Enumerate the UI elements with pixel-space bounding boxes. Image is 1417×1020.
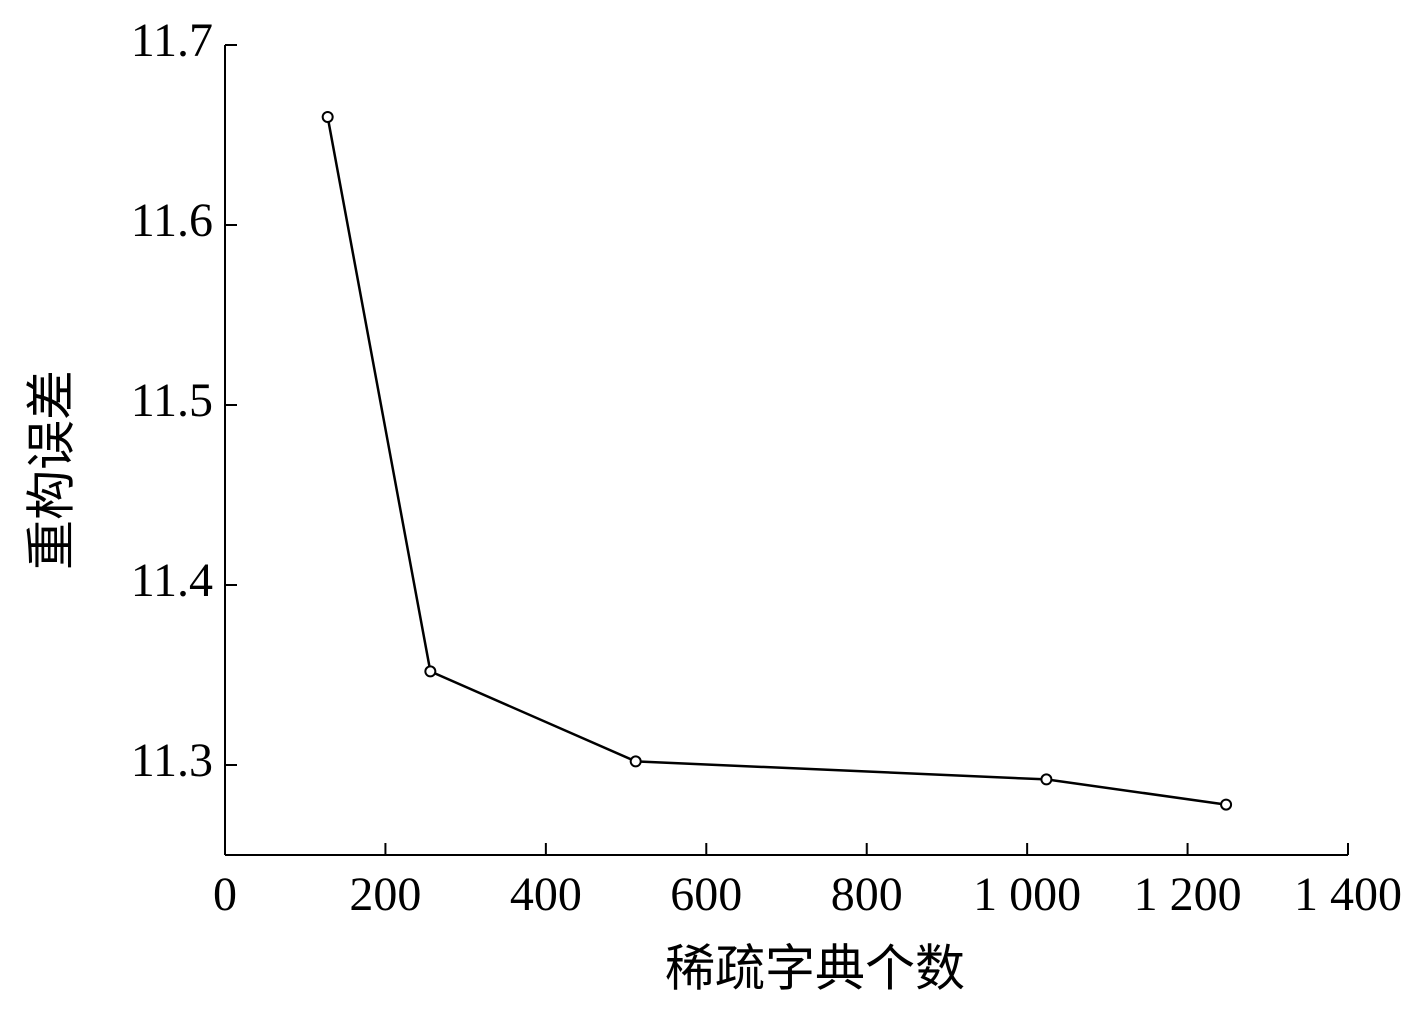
y-tick-label: 11.6 <box>131 194 213 247</box>
y-tick-label: 11.5 <box>131 374 213 427</box>
x-tick-label: 800 <box>831 868 903 921</box>
x-tick-label: 400 <box>510 868 582 921</box>
y-tick-label: 11.7 <box>131 14 213 67</box>
marker <box>424 665 437 678</box>
x-tick-label: 200 <box>349 868 421 921</box>
line <box>326 116 1227 806</box>
x-axis-title: 稀疏字典个数 <box>665 940 965 998</box>
marker <box>321 111 334 123</box>
y-tick-label: 11.4 <box>131 554 213 607</box>
y-tick-label: 11.3 <box>131 734 213 787</box>
x-tick-label: 1 200 <box>1134 868 1242 921</box>
y-axis-title: 重构误差 <box>23 370 81 570</box>
x-tick-label: 0 <box>213 868 237 921</box>
marker <box>1220 798 1233 811</box>
x-tick-label: 1 400 <box>1294 868 1402 921</box>
marker <box>1040 773 1053 786</box>
x-tick-label: 1 000 <box>973 868 1081 921</box>
marker <box>629 755 642 768</box>
x-tick-label: 600 <box>670 868 742 921</box>
